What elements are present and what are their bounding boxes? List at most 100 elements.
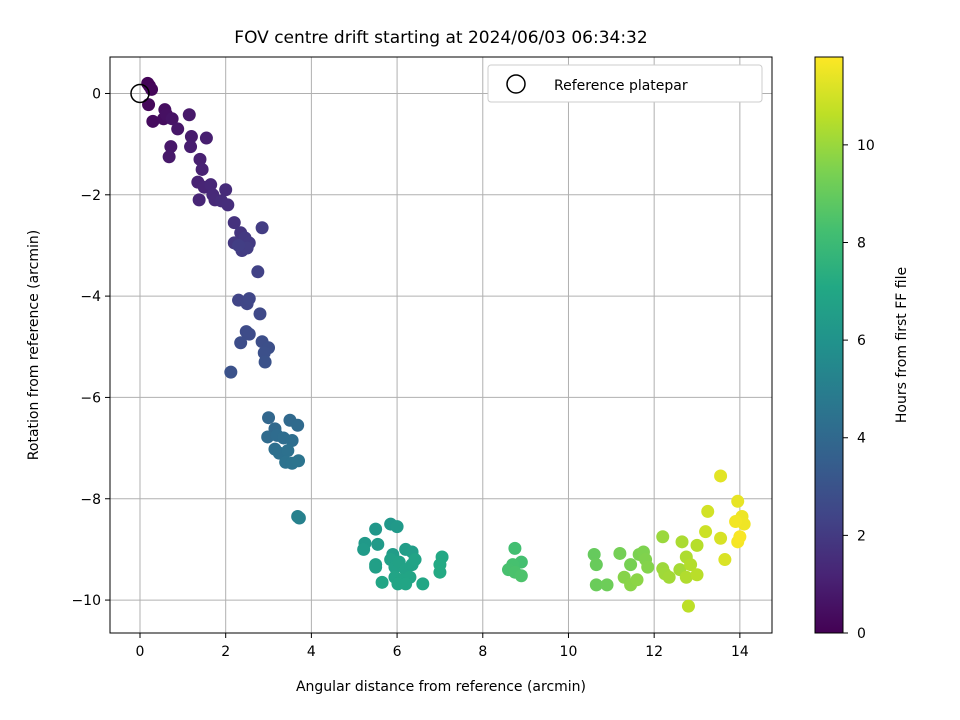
data-point: [242, 327, 256, 341]
x-tick-label: 14: [731, 644, 749, 660]
y-tick-label: 0: [92, 86, 101, 102]
y-tick-label: −2: [80, 188, 101, 204]
data-point: [184, 140, 198, 154]
x-tick-label: 4: [307, 644, 316, 660]
data-point: [251, 265, 265, 279]
data-point: [408, 553, 422, 567]
y-axis-label: Rotation from reference (arcmin): [26, 230, 42, 460]
colorbar-tick-label: 10: [857, 138, 875, 154]
data-point: [255, 221, 269, 235]
x-tick-label: 2: [221, 644, 230, 660]
data-point: [699, 525, 713, 539]
data-point: [291, 418, 305, 432]
data-point: [656, 530, 670, 544]
data-point: [587, 547, 601, 561]
data-point: [234, 336, 248, 350]
data-point: [184, 130, 198, 144]
x-axis-ticks: 0 2 4 6 8 10 12 14: [136, 633, 749, 660]
data-point: [232, 238, 246, 252]
colorbar-tick-label: 4: [857, 431, 866, 447]
x-tick-label: 6: [393, 644, 402, 660]
data-point: [224, 365, 238, 379]
data-point: [221, 198, 235, 212]
data-point: [733, 530, 747, 544]
x-tick-label: 10: [560, 644, 578, 660]
grid: [110, 57, 772, 633]
data-point: [433, 565, 447, 579]
colorbar-ticks: 0 2 4 6 8 10: [843, 138, 875, 642]
colorbar-tick-label: 8: [857, 235, 866, 251]
x-tick-label: 8: [478, 644, 487, 660]
data-point: [399, 577, 413, 591]
data-point: [285, 433, 299, 447]
data-point: [714, 469, 728, 483]
x-axis-label: Angular distance from reference (arcmin): [296, 679, 586, 695]
data-point: [690, 538, 704, 552]
x-tick-label: 12: [645, 644, 663, 660]
legend-box: [487, 64, 763, 103]
data-points: [141, 76, 751, 613]
data-point: [390, 520, 404, 534]
colorbar-tick-label: 0: [857, 626, 866, 642]
y-axis-ticks: 0 −2 −4 −6 −8 −10: [71, 86, 110, 609]
data-point: [195, 162, 209, 176]
data-point: [258, 355, 272, 369]
data-point: [142, 98, 156, 112]
data-point: [193, 152, 207, 166]
data-point: [219, 183, 233, 197]
legend-label: Reference platepar: [554, 78, 688, 94]
data-point: [145, 82, 159, 96]
data-point: [679, 570, 693, 584]
data-point: [253, 307, 267, 321]
data-point: [227, 216, 241, 230]
data-point: [600, 578, 614, 592]
x-tick-label: 0: [136, 644, 145, 660]
data-point: [357, 542, 371, 556]
data-point: [162, 150, 176, 164]
reference-platepar-marker: [130, 83, 150, 104]
legend-marker-icon: [506, 74, 526, 94]
colorbar-tick-label: 6: [857, 333, 866, 349]
data-point: [192, 193, 206, 207]
data-point: [613, 546, 627, 560]
data-point: [701, 504, 715, 518]
data-point: [371, 537, 385, 551]
data-point: [690, 568, 704, 582]
data-point: [164, 140, 178, 154]
data-point: [146, 114, 160, 128]
data-point: [281, 444, 295, 458]
data-point: [242, 292, 256, 306]
y-tick-label: −10: [71, 593, 101, 609]
colorbar: 0 2 4 6 8 10 Hours from first FF file: [814, 56, 910, 642]
plot-frame: [109, 56, 773, 634]
data-point: [262, 411, 276, 425]
colorbar-tick-label: 2: [857, 528, 866, 544]
legend: Reference platepar: [487, 64, 763, 103]
data-point: [514, 569, 528, 583]
data-point: [624, 558, 638, 572]
data-point: [182, 108, 196, 122]
data-point: [731, 494, 745, 508]
data-point: [369, 522, 383, 536]
data-point: [369, 560, 383, 574]
data-point: [589, 558, 603, 572]
data-point: [292, 511, 306, 525]
data-point: [589, 578, 603, 592]
chart-title: FOV centre drift starting at 2024/06/03 …: [234, 28, 647, 48]
data-point: [204, 178, 218, 192]
data-point: [199, 131, 213, 145]
data-point: [292, 454, 306, 468]
data-point: [630, 573, 644, 587]
y-tick-label: −4: [80, 289, 101, 305]
y-tick-label: −6: [80, 390, 101, 406]
data-point: [165, 112, 179, 126]
data-point: [508, 541, 522, 555]
data-point: [662, 570, 676, 584]
data-point: [675, 535, 689, 549]
data-point: [681, 599, 695, 613]
data-point: [729, 515, 743, 529]
data-point: [375, 575, 389, 589]
data-point: [684, 558, 698, 572]
colorbar-gradient: [814, 56, 844, 634]
